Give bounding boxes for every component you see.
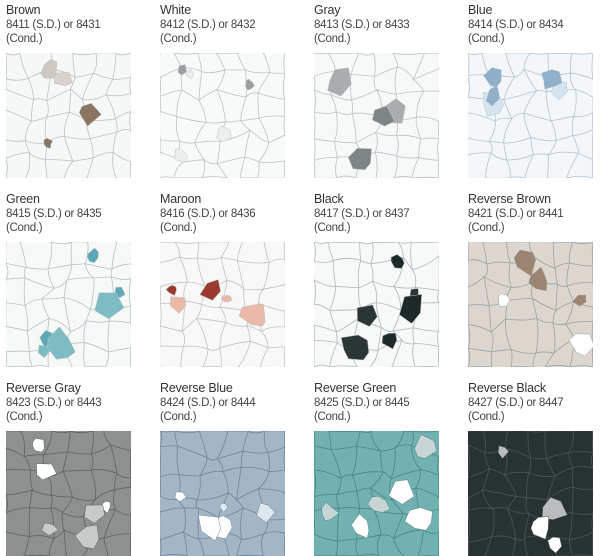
swatch-chip <box>101 500 111 514</box>
swatch-card[interactable]: Green 8415 (S.D.) or 8435 (Cond.) <box>6 192 131 367</box>
swatch-card[interactable]: Blue 8414 (S.D.) or 8434 (Cond.) <box>468 3 593 178</box>
swatch-image[interactable] <box>314 53 439 178</box>
swatch-chip <box>238 304 266 327</box>
swatch-chip <box>78 102 102 127</box>
swatch-code: 8413 (S.D.) or 8433 (Cond.) <box>314 19 410 45</box>
swatch-chip <box>498 293 511 307</box>
swatch-chip <box>572 294 587 307</box>
swatch-chip <box>367 495 391 513</box>
swatch-name: Reverse Gray <box>6 381 81 395</box>
swatch-code: 8424 (S.D.) or 8444 (Cond.) <box>160 397 256 423</box>
swatch-image[interactable] <box>6 242 131 367</box>
swatch-image[interactable] <box>468 431 593 556</box>
swatch-code: 8423 (S.D.) or 8443 (Cond.) <box>6 397 102 423</box>
swatch-chip <box>199 279 221 301</box>
swatch-chip <box>53 72 73 86</box>
swatch-chip <box>327 67 352 97</box>
swatch-chip <box>174 491 187 502</box>
swatch-chip <box>568 333 593 357</box>
swatch-code: 8411 (S.D.) or 8431 (Cond.) <box>6 19 101 45</box>
swatch-veins <box>160 242 285 367</box>
swatch-chip <box>177 64 187 76</box>
swatch-name: Gray <box>314 3 341 17</box>
swatch-image[interactable] <box>468 242 593 367</box>
swatch-image[interactable] <box>6 53 131 178</box>
swatch-image[interactable] <box>468 53 593 178</box>
swatch-chip <box>528 266 548 292</box>
swatch-card[interactable]: Reverse Black 8427 (S.D.) or 8447 (Cond.… <box>468 381 593 556</box>
swatch-chip <box>94 292 125 320</box>
swatch-image[interactable] <box>6 431 131 556</box>
swatch-grid: Brown 8411 (S.D.) or 8431 (Cond.) White … <box>6 3 593 556</box>
swatch-name: Reverse Black <box>468 381 546 395</box>
swatch-chip <box>46 326 76 360</box>
swatch-name: Maroon <box>160 192 202 206</box>
swatch-chip <box>43 138 54 150</box>
swatch-card[interactable]: Reverse Gray 8423 (S.D.) or 8443 (Cond.) <box>6 381 131 556</box>
swatch-name: Green <box>6 192 40 206</box>
swatch-chip <box>388 479 415 505</box>
swatch-chip <box>165 284 177 296</box>
swatch-chip <box>36 463 57 481</box>
swatch-card[interactable]: Reverse Blue 8424 (S.D.) or 8444 (Cond.) <box>160 381 285 556</box>
swatch-base <box>468 431 593 556</box>
swatch-chip <box>40 59 58 79</box>
swatch-chip <box>219 502 229 513</box>
swatch-chip <box>551 81 568 101</box>
swatch-chip <box>185 70 194 80</box>
swatch-chip <box>381 332 398 350</box>
swatch-veins <box>6 242 131 367</box>
swatch-image[interactable] <box>160 242 285 367</box>
swatch-code: 8412 (S.D.) or 8432 (Cond.) <box>160 19 256 45</box>
swatch-card[interactable]: White 8412 (S.D.) or 8432 (Cond.) <box>160 3 285 178</box>
swatch-code: 8415 (S.D.) or 8435 (Cond.) <box>6 208 102 234</box>
swatch-code: 8425 (S.D.) or 8445 (Cond.) <box>314 397 410 423</box>
swatch-name: Black <box>314 192 344 206</box>
swatch-chip <box>32 438 45 453</box>
swatch-chip <box>86 247 99 263</box>
swatch-card[interactable]: Black 8417 (S.D.) or 8437 (Cond.) <box>314 192 439 367</box>
swatch-chip <box>216 125 232 142</box>
swatch-card[interactable]: Maroon 8416 (S.D.) or 8436 (Cond.) <box>160 192 285 367</box>
swatch-name: Reverse Blue <box>160 381 233 395</box>
swatch-chip <box>497 445 510 459</box>
swatch-chip <box>372 105 395 127</box>
swatch-code: 8427 (S.D.) or 8447 (Cond.) <box>468 397 564 423</box>
swatch-code: 8421 (S.D.) or 8441 (Cond.) <box>468 208 564 234</box>
swatch-chip <box>390 254 405 269</box>
swatch-chip <box>541 69 563 90</box>
swatch-card[interactable]: Reverse Brown 8421 (S.D.) or 8441 (Cond.… <box>468 192 593 367</box>
swatch-code: 8414 (S.D.) or 8434 (Cond.) <box>468 19 564 45</box>
swatch-name: Brown <box>6 3 41 17</box>
swatch-image[interactable] <box>160 53 285 178</box>
swatch-card[interactable]: Brown 8411 (S.D.) or 8431 (Cond.) <box>6 3 131 178</box>
swatch-name: Blue <box>468 3 493 17</box>
swatch-chip <box>399 294 422 324</box>
swatch-veins <box>468 242 593 367</box>
swatch-chip <box>347 148 372 171</box>
swatch-card[interactable]: Reverse Green 8425 (S.D.) or 8445 (Cond.… <box>314 381 439 556</box>
swatch-chip <box>414 434 438 459</box>
swatch-veins <box>6 53 131 178</box>
swatch-chip <box>170 296 187 314</box>
swatch-chip <box>340 334 370 361</box>
swatch-image[interactable] <box>314 242 439 367</box>
swatch-chip <box>220 294 233 303</box>
swatch-chip <box>356 304 378 327</box>
swatch-image[interactable] <box>314 431 439 556</box>
swatch-chip <box>174 148 188 163</box>
swatch-name: Reverse Green <box>314 381 397 395</box>
swatch-code: 8416 (S.D.) or 8436 (Cond.) <box>160 208 256 234</box>
swatch-chip <box>485 85 501 107</box>
swatch-code: 8417 (S.D.) or 8437 (Cond.) <box>314 208 410 234</box>
swatch-name: White <box>160 3 191 17</box>
swatch-chip <box>245 78 255 91</box>
swatch-card[interactable]: Gray 8413 (S.D.) or 8433 (Cond.) <box>314 3 439 178</box>
swatch-name: Reverse Brown <box>468 192 551 206</box>
swatch-image[interactable] <box>160 431 285 556</box>
